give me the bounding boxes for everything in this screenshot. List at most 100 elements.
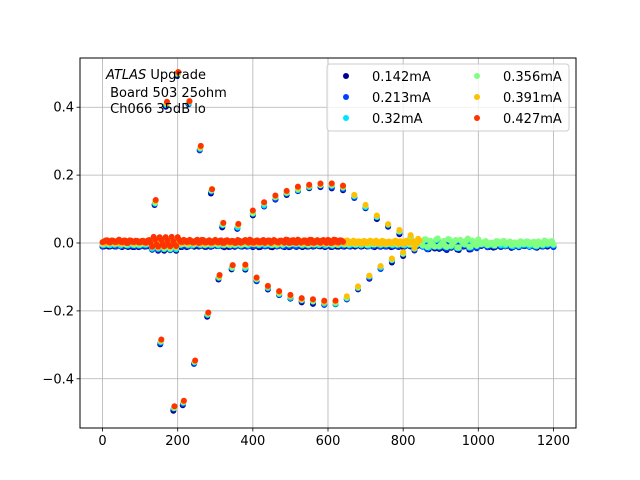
data-point (175, 69, 182, 76)
axis-ticks: 0 200 400 600 800 1000 1200 −0.4 −0.2 0.0 0.2 0.4 (42, 101, 570, 449)
x-tick-label: 200 (165, 434, 190, 449)
data-point (287, 291, 294, 298)
data-point (272, 192, 279, 199)
data-point (373, 212, 380, 219)
data-point (294, 183, 301, 190)
legend-marker (474, 94, 480, 100)
data-point (171, 403, 178, 410)
data-point (229, 262, 236, 269)
data-point (152, 197, 159, 204)
data-point (446, 236, 453, 243)
data-point (152, 236, 159, 243)
annotation-line-2: Board 503 25ohm (106, 86, 227, 101)
data-point (220, 219, 227, 226)
data-point (161, 243, 168, 250)
data-point (264, 282, 271, 289)
x-tick-label: 1000 (462, 434, 495, 449)
x-tick-label: 1200 (537, 434, 570, 449)
data-point (242, 261, 249, 268)
legend-label: 0.32mA (372, 112, 423, 127)
legend-marker (343, 115, 349, 121)
data-point (216, 271, 223, 278)
data-point (317, 180, 324, 187)
data-point (321, 297, 328, 304)
data-point (385, 221, 392, 228)
data-point (400, 249, 407, 256)
legend-label: 0.213mA (372, 91, 431, 106)
data-point (205, 309, 212, 316)
y-tick-label: −0.4 (42, 372, 74, 387)
legend-label: 0.391mA (503, 91, 562, 106)
legend-item: 0.427mA (474, 112, 562, 127)
data-point (388, 255, 395, 262)
data-point (235, 220, 242, 227)
legend-marker (343, 73, 349, 79)
y-tick-label: 0.4 (53, 101, 74, 116)
y-tick-label: −0.2 (42, 304, 74, 319)
data-point (309, 296, 316, 303)
data-point (298, 295, 305, 302)
data-point (249, 207, 256, 214)
x-tick-label: 800 (391, 434, 416, 449)
data-point (332, 297, 339, 304)
annotation-line-1: ATLAS Upgrade (105, 68, 206, 83)
data-point (163, 98, 170, 105)
data-point (452, 237, 459, 244)
data-point (283, 187, 290, 194)
annotation-upgrade: Upgrade (146, 68, 206, 83)
data-point (355, 283, 362, 290)
data-point (155, 243, 162, 250)
legend-item: 0.391mA (474, 91, 562, 106)
y-tick-label: 0.2 (53, 169, 74, 184)
data-point (197, 142, 204, 149)
data-point (340, 238, 347, 245)
legend-item: 0.32mA (343, 112, 423, 127)
data-point (377, 263, 384, 270)
data-point (550, 241, 557, 248)
data-point (173, 243, 180, 250)
annotation-line-3: Ch066 35dB lo (106, 102, 206, 117)
data-point (434, 235, 441, 242)
data-point (431, 243, 438, 250)
data-point (209, 186, 216, 193)
series-0.427mA (99, 69, 347, 410)
data-point (192, 357, 199, 364)
data-point (419, 242, 426, 249)
data-point (416, 237, 423, 244)
legend-label: 0.356mA (503, 70, 562, 85)
legend-item: 0.356mA (474, 70, 562, 85)
y-tick-label: 0.0 (53, 237, 74, 252)
data-point (362, 201, 369, 208)
x-tick-label: 400 (240, 434, 265, 449)
data-points (99, 69, 557, 414)
data-point (467, 243, 474, 250)
legend-marker (343, 94, 349, 100)
x-tick-label: 0 (98, 434, 106, 449)
data-point (351, 191, 358, 198)
data-point (407, 232, 414, 239)
data-point (340, 182, 347, 189)
data-point (306, 181, 313, 188)
legend-item: 0.213mA (343, 91, 431, 106)
legend-box (326, 63, 570, 132)
data-point (253, 274, 260, 281)
data-point (366, 272, 373, 279)
data-point (440, 237, 447, 244)
data-point (328, 180, 335, 187)
annotation-block: ATLAS Upgrade Board 503 25ohm Ch066 35dB… (105, 68, 227, 117)
data-point (343, 293, 350, 300)
data-point (464, 235, 471, 242)
data-point (422, 236, 429, 243)
data-point (180, 397, 187, 404)
data-point (149, 243, 156, 250)
data-point (411, 244, 418, 251)
legend-item: 0.142mA (343, 70, 431, 85)
legend-label: 0.142mA (372, 70, 431, 85)
data-point (443, 243, 450, 250)
legend: 0.142mA 0.213mA 0.32mA 0.356mA 0.391mA 0.427m… (326, 63, 570, 132)
data-point (167, 243, 174, 250)
data-point (186, 98, 193, 105)
data-point (455, 244, 462, 251)
data-point (276, 288, 283, 295)
